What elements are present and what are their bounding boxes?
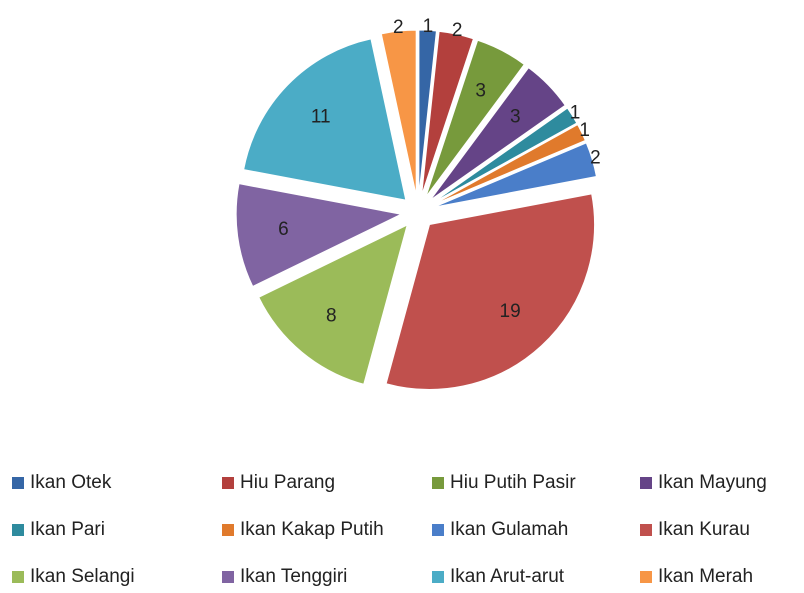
legend-swatch xyxy=(222,571,234,583)
pie-slice xyxy=(421,30,475,196)
data-label: 3 xyxy=(475,81,486,102)
pie-slice xyxy=(432,107,578,204)
legend-swatch xyxy=(222,524,234,536)
legend-label: Ikan Gulamah xyxy=(450,519,568,540)
legend-label: Hiu Putih Pasir xyxy=(450,472,576,493)
data-label: 2 xyxy=(393,17,404,38)
legend-swatch xyxy=(640,524,652,536)
data-label: 1 xyxy=(579,120,590,141)
data-label: 2 xyxy=(452,20,463,41)
legend-label: Ikan Otek xyxy=(30,472,112,493)
legend-swatch xyxy=(432,571,444,583)
data-label: 1 xyxy=(423,16,434,37)
pie-slice xyxy=(258,224,408,385)
data-label: 8 xyxy=(326,306,337,327)
data-label: 2 xyxy=(590,148,601,169)
pie-slice xyxy=(429,66,566,201)
data-label: 11 xyxy=(311,106,331,127)
legend-swatch xyxy=(222,477,234,489)
data-label: 6 xyxy=(278,219,289,240)
legend-label: Ikan Tenggiri xyxy=(240,566,347,587)
legend-label: Ikan Arut-arut xyxy=(450,566,565,587)
pie-slice xyxy=(425,39,525,198)
pie-slice xyxy=(433,123,586,206)
pie-slice xyxy=(418,29,437,196)
legend-swatch xyxy=(432,524,444,536)
legend-swatch xyxy=(12,571,24,583)
legend-label: Ikan Mayung xyxy=(658,472,767,493)
pie-slice xyxy=(235,183,403,288)
legend-label: Ikan Kakap Putih xyxy=(240,519,384,540)
data-label: 1 xyxy=(570,103,581,124)
legend-label: Hiu Parang xyxy=(240,472,335,493)
legend-label: Ikan Pari xyxy=(30,519,105,540)
legend-swatch xyxy=(12,477,24,489)
legend-swatch xyxy=(432,477,444,489)
legend-swatch xyxy=(12,524,24,536)
legend-label: Ikan Kurau xyxy=(658,519,750,540)
legend-swatch xyxy=(640,571,652,583)
pie-slice xyxy=(380,29,417,196)
data-label: 19 xyxy=(500,301,521,322)
pie-slice xyxy=(385,193,596,390)
legend-label: Ikan Selangi xyxy=(30,566,135,587)
data-label: 3 xyxy=(510,106,521,127)
legend-label: Ikan Merah xyxy=(658,566,753,587)
pie-slice xyxy=(243,38,407,201)
legend-swatch xyxy=(640,477,652,489)
pie-slice xyxy=(434,142,598,208)
